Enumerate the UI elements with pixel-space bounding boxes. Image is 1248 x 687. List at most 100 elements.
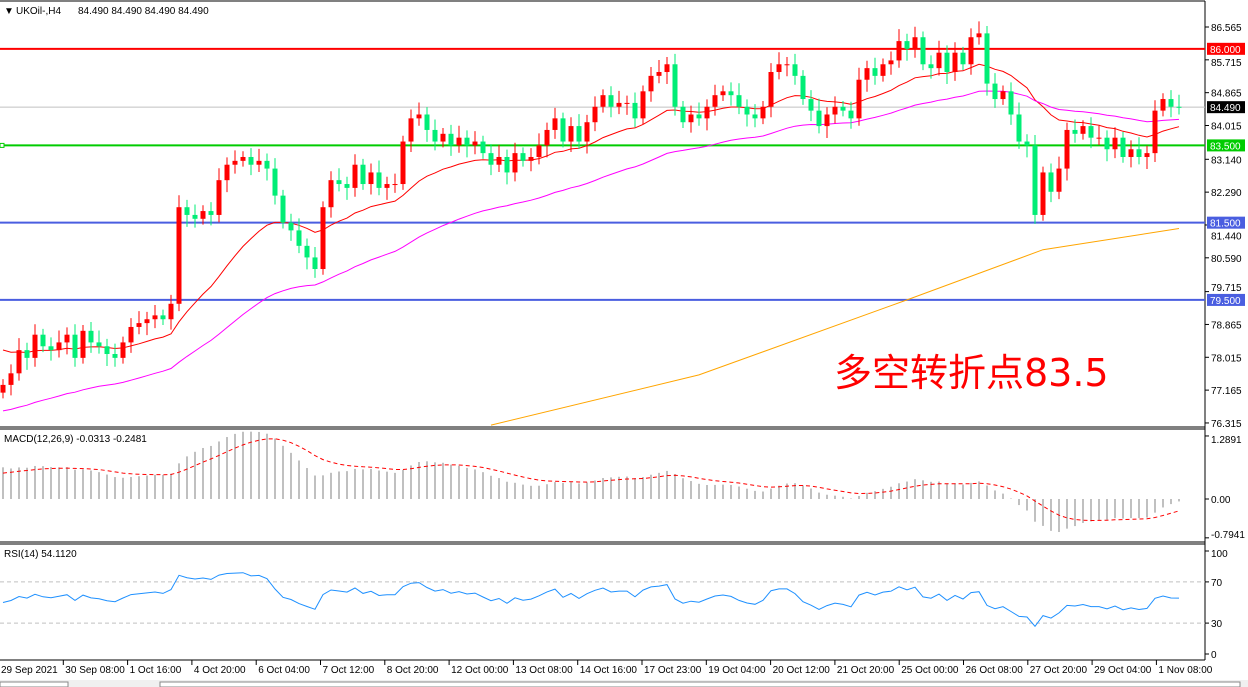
price-tick-label: 80.590 — [1211, 254, 1242, 265]
candle-body — [1048, 172, 1054, 192]
candle-body — [608, 95, 614, 107]
level-tag-label: 84.490 — [1210, 103, 1241, 114]
candle-body — [496, 156, 502, 165]
candle-body — [776, 64, 782, 73]
candle-body — [1168, 99, 1174, 107]
candle-body — [208, 211, 214, 215]
tab — [0, 681, 69, 687]
candle-body — [528, 156, 534, 161]
candle-body — [280, 195, 286, 223]
level-handle[interactable] — [0, 142, 5, 148]
candle-body — [968, 37, 974, 65]
candle-body — [824, 114, 830, 127]
ma-fast-line — [2, 63, 1180, 354]
candle-body — [336, 180, 342, 185]
candle-body — [664, 64, 670, 73]
candle-body — [784, 64, 790, 66]
price-tick-label: 83.140 — [1211, 155, 1242, 166]
candle-body — [992, 83, 998, 100]
candle-body — [80, 330, 86, 358]
candle-body — [296, 230, 302, 246]
candle-body — [928, 64, 934, 69]
candle-body — [544, 129, 550, 146]
candle-body — [480, 141, 486, 154]
candle-body — [848, 110, 854, 119]
candle-body — [560, 118, 566, 142]
candle-body — [264, 160, 270, 169]
candle-body — [224, 164, 230, 181]
macd-label: MACD(12,26,9) -0.0313 -0.2481 — [4, 434, 147, 445]
candle-body — [128, 326, 134, 343]
symbol-label: UKOil-,H4 — [16, 6, 61, 17]
price-tick-label: 86.565 — [1211, 23, 1242, 34]
time-tick-label: 29 Sep 2021 — [1, 665, 58, 676]
time-tick-label: 4 Oct 20:00 — [194, 665, 246, 676]
price-tick-label: 84.865 — [1211, 89, 1242, 100]
candle-body — [1160, 99, 1166, 111]
candle-body — [88, 330, 94, 343]
candle-body — [1096, 137, 1102, 139]
candle-body — [144, 319, 150, 324]
candle-body — [56, 342, 62, 351]
ma-mid-line — [2, 90, 1180, 412]
price-tick-label: 77.165 — [1211, 386, 1242, 397]
level-tag — [1207, 42, 1245, 55]
time-tick-label: 19 Oct 04:00 — [708, 665, 766, 676]
candle-body — [1120, 137, 1126, 157]
candle-body — [304, 245, 310, 258]
price-tick-label: 81.440 — [1211, 232, 1242, 243]
candle-body — [520, 153, 526, 161]
triangle-down-icon[interactable]: ▼ — [4, 6, 14, 17]
candle-body — [1088, 126, 1094, 138]
level-tag-label: 81.500 — [1210, 219, 1241, 230]
candle-body — [472, 141, 478, 146]
candle-body — [424, 114, 430, 130]
candle-body — [592, 106, 598, 123]
candle-body — [760, 106, 766, 119]
candle-body — [504, 156, 510, 173]
rsi-tick-label: 30 — [1211, 619, 1223, 630]
candle-body — [1024, 141, 1030, 146]
candle-body — [232, 160, 238, 165]
candle-body — [464, 137, 470, 146]
candle-body — [368, 172, 374, 185]
candle-body — [688, 114, 694, 123]
candle-body — [808, 99, 814, 111]
candle-body — [256, 160, 262, 165]
candle-body — [712, 95, 718, 107]
candle-body — [40, 334, 46, 347]
ohlc-readout: 84.490 84.490 84.490 84.490 — [78, 6, 209, 17]
candle-body — [656, 72, 662, 76]
time-tick-label: 8 Oct 20:00 — [387, 665, 439, 676]
time-tick-label: 1 Oct 16:00 — [130, 665, 182, 676]
candle-body — [960, 52, 966, 65]
candle-body — [1016, 114, 1022, 142]
candle-body — [1056, 168, 1062, 192]
candle-body — [0, 384, 6, 393]
candle-body — [832, 106, 838, 115]
candle-body — [640, 91, 646, 119]
candle-body — [24, 350, 30, 358]
price-tick-label: 85.715 — [1211, 58, 1242, 69]
time-tick-label: 1 Nov 08:00 — [1158, 665, 1212, 676]
candle-body — [352, 164, 358, 188]
candle-body — [120, 342, 126, 358]
candle-body — [160, 315, 166, 320]
time-tick-label: 12 Oct 00:00 — [451, 665, 509, 676]
candle-body — [944, 52, 950, 73]
candle-body — [136, 323, 142, 327]
candle-body — [248, 156, 254, 165]
candle-body — [984, 33, 990, 84]
candle-body — [176, 207, 182, 304]
candle-body — [1072, 129, 1078, 134]
level-tag — [1207, 293, 1245, 306]
scrollbar[interactable] — [159, 681, 1241, 687]
candle-body — [400, 141, 406, 185]
rsi-tick-label: 0 — [1211, 650, 1217, 661]
candle-body — [1080, 126, 1086, 134]
candle-body — [392, 184, 398, 186]
candle-body — [672, 64, 678, 107]
candle-body — [720, 91, 726, 96]
